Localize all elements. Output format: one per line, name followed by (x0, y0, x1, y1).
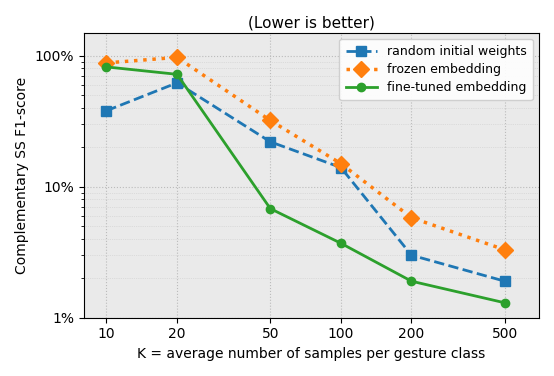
fine-tuned embedding (174, 72, 181, 77)
Line: frozen embedding: frozen embedding (101, 52, 510, 255)
fine-tuned embedding (267, 206, 274, 211)
X-axis label: K = average number of samples per gesture class: K = average number of samples per gestur… (137, 347, 485, 361)
random initial weights (174, 80, 181, 85)
Title: (Lower is better): (Lower is better) (248, 15, 375, 30)
frozen embedding (267, 118, 274, 123)
frozen embedding (501, 247, 508, 252)
random initial weights (501, 279, 508, 284)
frozen embedding (408, 215, 415, 220)
random initial weights (337, 165, 344, 170)
fine-tuned embedding (337, 241, 344, 246)
random initial weights (103, 108, 110, 113)
frozen embedding (103, 61, 110, 65)
fine-tuned embedding (103, 65, 110, 69)
random initial weights (267, 139, 274, 144)
random initial weights (408, 253, 415, 258)
fine-tuned embedding (501, 300, 508, 305)
frozen embedding (174, 55, 181, 60)
frozen embedding (337, 161, 344, 166)
Y-axis label: Complementary SS F1-score: Complementary SS F1-score (15, 77, 29, 274)
Line: random initial weights: random initial weights (101, 78, 510, 286)
fine-tuned embedding (408, 279, 415, 284)
Legend: random initial weights, frozen embedding, fine-tuned embedding: random initial weights, frozen embedding… (339, 39, 533, 100)
Line: fine-tuned embedding: fine-tuned embedding (102, 63, 509, 307)
